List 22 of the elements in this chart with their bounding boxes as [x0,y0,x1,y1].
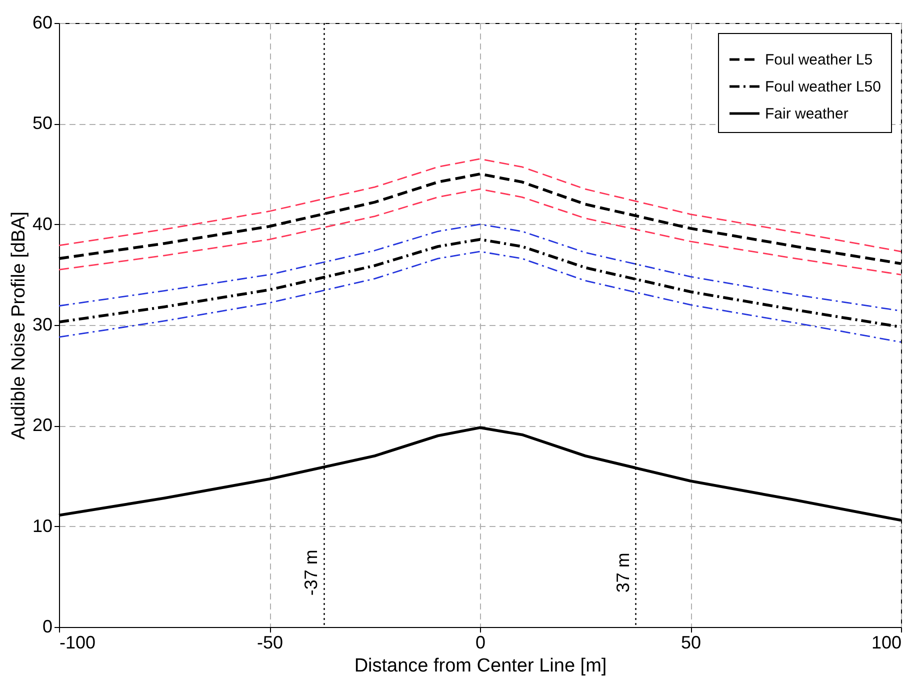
x-tick-label: -100 [60,632,96,652]
y-tick-label: 40 [32,214,52,234]
legend-label: Foul weather L5 [765,52,873,68]
y-tick-label: 50 [32,113,52,134]
legend-label: Foul weather L50 [765,78,881,96]
line-series [58,188,902,276]
x-tick-label: 100 [871,632,902,652]
y-tick-label: 20 [32,415,52,436]
y-axis-title: Audible Noise Profile [dBA] [8,211,30,440]
x-tick-label: 50 [680,632,702,652]
x-tick-label: 0 [475,632,486,652]
y-tick-label: 10 [32,516,52,536]
x-axis-title: Distance from Center Line [m] [354,656,607,676]
line-series [58,250,902,343]
ref-line-label: 37 m [612,552,633,593]
legend-label: Fair weather [765,106,848,122]
y-tick-label: 0 [42,616,52,636]
y-tick-label: 60 [32,12,52,32]
x-tick-label: -50 [256,632,284,652]
line-series [58,158,902,252]
y-tick-label: 30 [32,314,52,334]
ref-line-label: -37 m [301,550,322,596]
